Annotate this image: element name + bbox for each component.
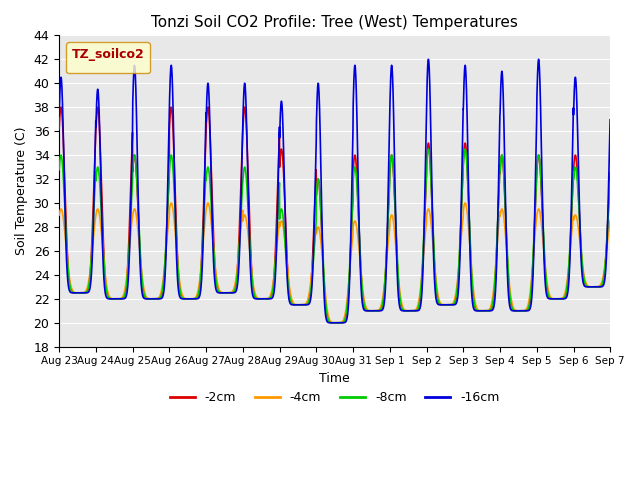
- X-axis label: Time: Time: [319, 372, 350, 385]
- Title: Tonzi Soil CO2 Profile: Tree (West) Temperatures: Tonzi Soil CO2 Profile: Tree (West) Temp…: [151, 15, 518, 30]
- Y-axis label: Soil Temperature (C): Soil Temperature (C): [15, 127, 28, 255]
- Legend: -2cm, -4cm, -8cm, -16cm: -2cm, -4cm, -8cm, -16cm: [164, 386, 505, 409]
